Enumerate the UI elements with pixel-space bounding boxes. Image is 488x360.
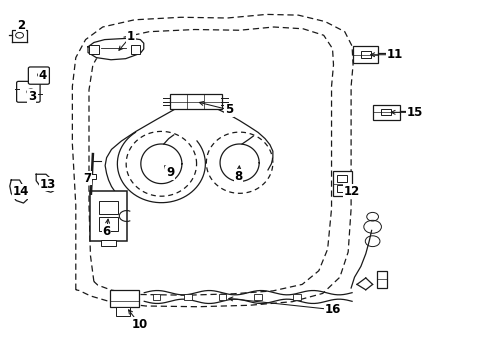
Text: 14: 14 [12, 185, 29, 198]
Bar [88, 174, 96, 179]
Text: 7: 7 [83, 172, 91, 185]
Text: 1: 1 [127, 30, 135, 42]
Bar [90, 191, 126, 241]
Bar [130, 45, 140, 54]
Bar [337, 175, 346, 182]
Bar [381, 109, 390, 115]
Polygon shape [88, 38, 143, 60]
Text: 5: 5 [224, 103, 232, 116]
Bar [170, 94, 221, 109]
Bar [99, 217, 118, 231]
Text: 15: 15 [406, 106, 422, 119]
Bar [337, 185, 346, 192]
Polygon shape [10, 180, 27, 203]
Bar [152, 294, 160, 300]
Text: 8: 8 [234, 170, 242, 183]
Text: 12: 12 [343, 185, 360, 198]
Text: 13: 13 [40, 178, 56, 191]
Text: 2: 2 [17, 19, 25, 32]
Bar [184, 294, 192, 300]
Bar [360, 51, 370, 58]
Text: 4: 4 [39, 69, 47, 82]
Text: 10: 10 [131, 318, 147, 330]
Polygon shape [36, 174, 54, 192]
Text: 3: 3 [28, 90, 36, 103]
Bar [110, 290, 139, 307]
Bar [218, 294, 226, 300]
Bar [372, 105, 399, 120]
Bar [352, 46, 378, 63]
Bar [332, 171, 351, 196]
FancyBboxPatch shape [28, 67, 49, 84]
Text: 6: 6 [102, 225, 110, 238]
Bar [101, 240, 116, 246]
Bar [89, 45, 99, 54]
Text: 9: 9 [166, 166, 174, 179]
Bar [116, 307, 129, 316]
Bar [376, 271, 386, 288]
Bar [99, 201, 118, 214]
FancyBboxPatch shape [17, 81, 40, 102]
Bar [254, 294, 262, 300]
Bar [293, 294, 301, 300]
Text: 11: 11 [386, 48, 403, 61]
Text: 16: 16 [324, 303, 340, 316]
